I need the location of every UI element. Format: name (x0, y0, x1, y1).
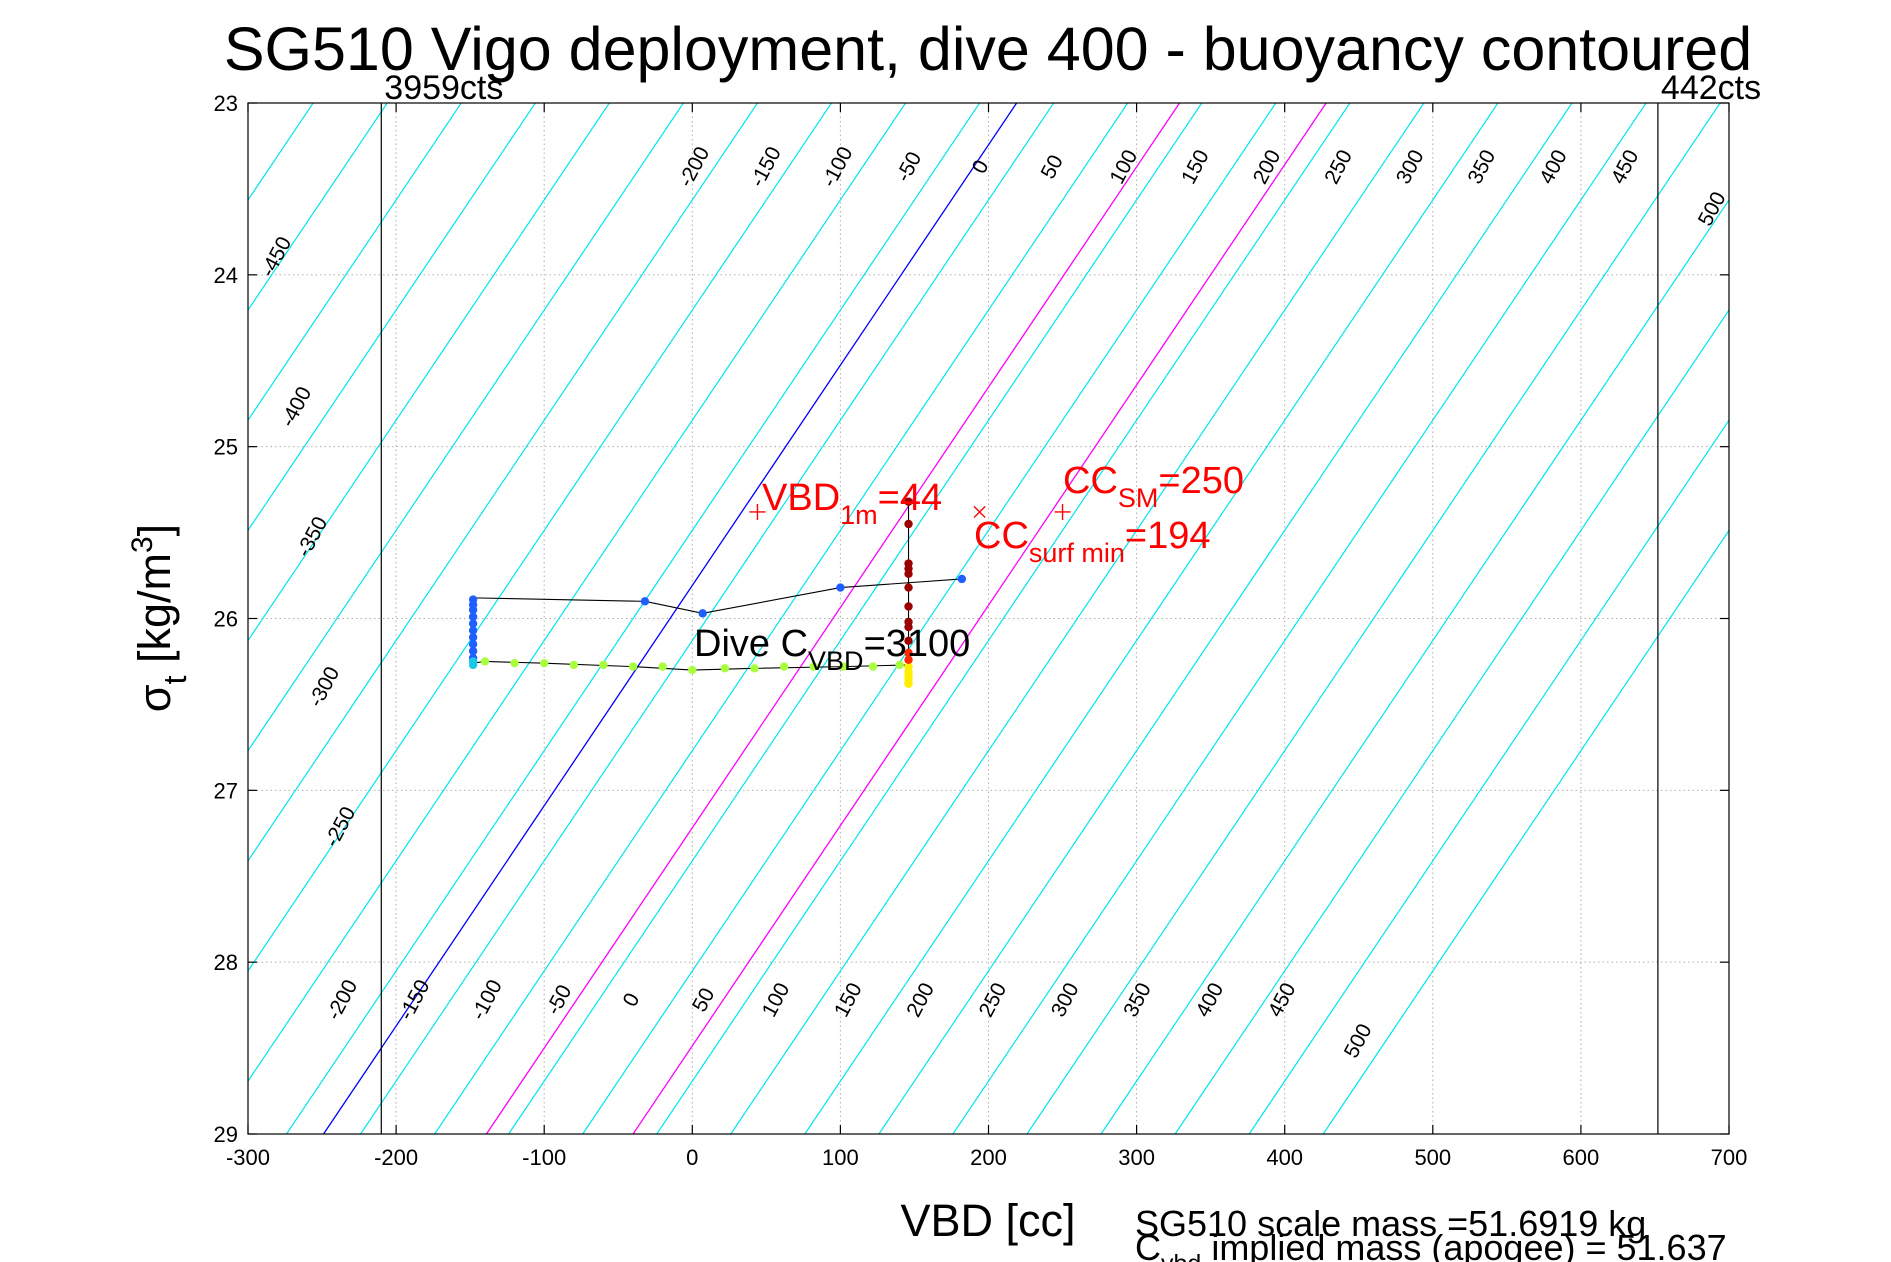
y-tick-label: 29 (214, 1122, 238, 1147)
highlight-contour-line (485, 103, 1181, 1134)
x-tick-label: 0 (686, 1145, 698, 1170)
contour-line (248, 103, 907, 1083)
contour-line (730, 103, 1425, 1134)
y-tick-label: 24 (214, 263, 238, 288)
data-point (904, 602, 913, 611)
highlight-contour-line (632, 103, 1327, 1134)
vbd-limit-label: 442cts (1661, 69, 1761, 107)
data-point (468, 605, 478, 615)
y-tick-label: 27 (214, 778, 238, 803)
data-point (468, 660, 478, 670)
data-point (839, 662, 848, 671)
contour-line (804, 103, 1499, 1134)
data-points (468, 497, 967, 688)
data-point (904, 648, 913, 658)
data-point (628, 662, 638, 671)
chart-title: SG510 Vigo deployment, dive 400 - buoyan… (224, 15, 1752, 83)
y-tick-label: 23 (214, 91, 238, 116)
footer-implied-mass: Cvbd implied mass (apogee) = 51.637 (1135, 1227, 1727, 1262)
markers (749, 503, 1071, 520)
annotation-cc-sm: CCSM=250 (1063, 460, 1244, 513)
contour-line (1026, 103, 1721, 1134)
contour-line (248, 103, 684, 752)
data-point (468, 640, 478, 649)
x-tick-label: 400 (1266, 1145, 1303, 1170)
x-axis-label: VBD [cc] (900, 1195, 1075, 1246)
contour-line (656, 103, 1351, 1134)
x-tick-label: 200 (970, 1145, 1007, 1170)
contour-line (248, 103, 462, 422)
data-point (698, 609, 707, 618)
contour-line (582, 103, 1277, 1134)
data-point (809, 662, 818, 671)
data-point (904, 636, 913, 646)
contour-line (1174, 309, 1729, 1134)
x-tick-label: 700 (1711, 1145, 1748, 1170)
data-point (904, 583, 913, 592)
data-point (540, 658, 549, 668)
annotation-dive-cvbd: Dive CVBD=3100 (694, 623, 970, 676)
x-tick-label: -100 (522, 1145, 566, 1170)
data-point (468, 626, 478, 635)
x-marker (973, 505, 986, 519)
data-point (895, 660, 904, 670)
contour-line (248, 103, 610, 642)
data-point (836, 583, 845, 592)
vbd-limits: 3959cts 442cts (380, 69, 1761, 1134)
data-point (904, 569, 913, 579)
data-point (658, 662, 667, 671)
data-point (640, 597, 650, 606)
data-point (904, 679, 913, 688)
y-axis-label: σt [kg/m3] (126, 524, 193, 712)
data-point (750, 664, 759, 673)
data-point (779, 662, 789, 671)
data-point (468, 619, 478, 628)
zero-buoyancy-line (322, 103, 1018, 1134)
data-point (599, 660, 608, 670)
data-point (868, 662, 878, 671)
contour-line (360, 103, 1055, 1134)
x-tick-label: -300 (226, 1145, 270, 1170)
data-point (957, 574, 967, 584)
x-tick-label: 100 (822, 1145, 859, 1170)
contour-line (952, 103, 1647, 1134)
data-point (468, 612, 478, 621)
contour-line (434, 103, 1129, 1134)
data-point (569, 660, 579, 670)
data-point (468, 633, 478, 642)
contour-line (1248, 419, 1729, 1134)
data-point (468, 646, 478, 656)
data-point (510, 658, 519, 668)
data-point (480, 657, 490, 666)
x-tick-label: -200 (374, 1145, 418, 1170)
contour-line (508, 103, 1203, 1134)
contour-line (248, 103, 388, 312)
axis-ticks: -300 -200 -100 0 100 200 300 400 500 600 700 23 24 25… (214, 91, 1748, 1170)
data-point (904, 655, 913, 664)
x-tick-label: 600 (1563, 1145, 1600, 1170)
y-tick-label: 25 (214, 435, 238, 460)
footer-scale-mass: SG510 scale mass =51.6919 kg (1135, 1203, 1646, 1244)
vbd-limit-label: 3959cts (384, 69, 503, 107)
x-tick-label: 500 (1414, 1145, 1451, 1170)
contour-line (248, 103, 758, 862)
annotation-cc-surf-min: CCsurf min=194 (974, 515, 1211, 568)
contour-line (248, 103, 536, 532)
data-point (904, 497, 913, 506)
contour-line (1100, 198, 1729, 1134)
annotation-vbd-1m: VBD1m=44 (762, 477, 942, 530)
x-tick-label: 300 (1118, 1145, 1155, 1170)
contour-line (286, 103, 981, 1134)
contour-lines (248, 103, 1729, 1134)
y-tick-label: 28 (214, 950, 238, 975)
y-tick-label: 26 (214, 607, 238, 632)
data-point (688, 665, 697, 675)
data-point (904, 519, 913, 529)
data-point (904, 622, 913, 632)
data-point (720, 664, 730, 673)
contour-line (878, 103, 1573, 1134)
contour-line (1322, 529, 1729, 1134)
